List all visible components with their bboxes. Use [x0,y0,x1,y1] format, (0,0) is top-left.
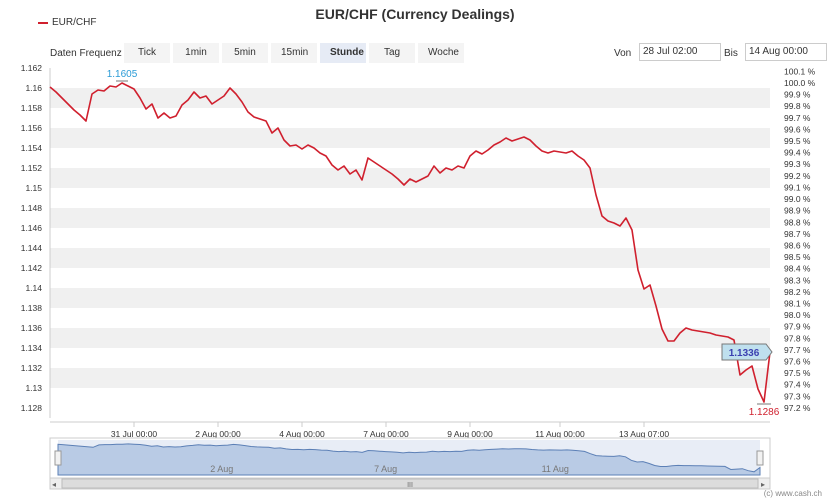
series-line-eurchf [49,82,771,403]
y-tick-label: 1.138 [21,303,43,313]
x-tick-label: 9 Aug 00:00 [447,429,493,439]
y2-tick-label: 99.4 % [784,148,811,158]
y2-tick-label: 97.8 % [784,333,811,343]
frequency-label: Daten Frequenz [50,48,122,59]
y2-tick-label: 98.0 % [784,310,811,320]
y-tick-label: 1.16 [25,83,42,93]
low-label: 1.1286 [749,407,780,418]
y-tick-label: 1.144 [21,243,43,253]
legend-item[interactable]: EUR/CHF [38,17,96,28]
y-tick-label: 1.146 [21,223,43,233]
freq-button-tag[interactable]: Tag [369,43,415,63]
current-value-label: 1.1336 [729,348,760,359]
y-tick-label: 1.128 [21,403,43,413]
high-label: 1.1605 [107,69,138,80]
y-tick-label: 1.132 [21,363,43,373]
y2-tick-label: 99.0 % [784,194,811,204]
chart-title: EUR/CHF (Currency Dealings) [315,6,515,22]
x-tick-label: 11 Aug 00:00 [535,429,585,439]
y2-tick-label: 97.5 % [784,368,811,378]
legend-swatch [38,21,48,24]
y2-tick-label: 99.7 % [784,113,811,123]
y2-tick-label: 98.7 % [784,229,811,239]
grid-band [50,328,770,348]
grid-band [50,128,770,148]
navigator-date-label: 7 Aug [374,464,397,474]
scrollbar-grip: III [407,482,413,489]
x-tick-label: 2 Aug 00:00 [195,429,241,439]
y2-tick-label: 99.9 % [784,90,811,100]
y2-tick-label: 99.3 % [784,159,811,169]
y2-tick-label: 98.1 % [784,298,811,308]
y-tick-label: 1.15 [25,183,42,193]
y2-tick-label: 98.6 % [784,240,811,250]
scrollbar-thumb[interactable] [61,478,759,489]
grid-band [50,168,770,188]
grid-band [50,248,770,268]
freq-button-stunde[interactable]: Stunde [320,43,366,63]
freq-button-woche[interactable]: Woche [418,43,464,63]
y-tick-label: 1.134 [21,343,43,353]
navigator-handle-left[interactable] [54,450,62,466]
grid-band [50,288,770,308]
y-tick-label: 1.14 [25,283,42,293]
y2-tick-label: 99.8 % [784,101,811,111]
x-tick-label: 4 Aug 00:00 [279,429,325,439]
y2-tick-label: 97.6 % [784,357,811,367]
grid-band [50,88,770,108]
y2-tick-label: 99.6 % [784,124,811,134]
y-tick-label: 1.156 [21,123,43,133]
y2-tick-label: 98.2 % [784,287,811,297]
legend-label: EUR/CHF [52,17,97,28]
navigator-handle-right[interactable] [756,450,764,466]
freq-button-tick[interactable]: Tick [124,43,170,63]
freq-button-5min[interactable]: 5min [222,43,268,63]
navigator-date-label: 2 Aug [210,464,233,474]
grid-band [50,368,770,388]
y-tick-label: 1.148 [21,203,43,213]
y-tick-label: 1.13 [25,383,42,393]
freq-button-1min[interactable]: 1min [173,43,219,63]
y2-tick-label: 98.4 % [784,264,811,274]
grid-band [50,208,770,228]
y2-tick-label: 98.5 % [784,252,811,262]
y2-tick-label: 99.1 % [784,182,811,192]
source-credit: (c) www.cash.ch [763,489,822,498]
x-tick-label: 13 Aug 07:00 [619,429,669,439]
to-date-input[interactable]: 14 Aug 00:00 [745,43,827,61]
y-tick-label: 1.158 [21,103,43,113]
from-date-input[interactable]: 28 Jul 02:00 [639,43,721,61]
y2-tick-label: 98.3 % [784,275,811,285]
y-tick-label: 1.136 [21,323,43,333]
x-tick-label: 31 Jul 00:00 [111,429,158,439]
navigator-area [57,443,761,476]
y2-tick-label: 100.0 % [784,78,816,88]
y2-tick-label: 97.2 % [784,403,811,413]
navigator-date-label: 11 Aug [542,464,569,474]
x-tick-label: 7 Aug 00:00 [363,429,409,439]
freq-button-15min[interactable]: 15min [271,43,317,63]
navigator-selection [58,440,760,475]
y2-tick-label: 100.1 % [784,66,816,76]
from-label: Von [614,48,632,59]
y2-tick-label: 99.2 % [784,171,811,181]
y-tick-label: 1.162 [21,63,43,73]
current-value-badge [721,343,773,361]
to-label: Bis [724,48,738,59]
scroll-left-icon[interactable]: ◂ [52,480,56,489]
y2-tick-label: 97.4 % [784,380,811,390]
frequency-buttons: Tick 1min 5min 15min Stunde Tag Woche [124,43,467,63]
y-tick-label: 1.152 [21,163,43,173]
y2-tick-label: 99.5 % [784,136,811,146]
y-tick-label: 1.142 [21,263,43,273]
y2-tick-label: 98.8 % [784,217,811,227]
y2-tick-label: 97.9 % [784,322,811,332]
y2-tick-label: 98.9 % [784,206,811,216]
scroll-right-icon[interactable]: ▸ [761,480,765,489]
y-tick-label: 1.154 [21,143,43,153]
y2-tick-label: 97.3 % [784,391,811,401]
y2-tick-label: 97.7 % [784,345,811,355]
